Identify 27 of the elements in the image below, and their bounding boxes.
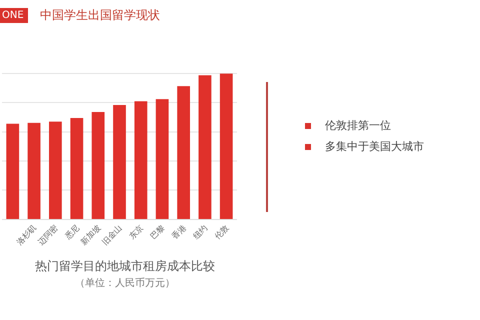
text: 多集中于美国大城市: [325, 139, 424, 154]
x-tick-label: 迈阿密: [36, 223, 60, 247]
text: 中国学生出国留学现状: [40, 7, 160, 24]
x-tick-label: 香港: [170, 223, 188, 242]
x-tick-label: 洛杉矶: [14, 223, 38, 247]
text: 热门留学目的地城市租房成本比较: [34, 258, 216, 275]
x-tick-label: 东京: [127, 223, 146, 242]
x-tick-label: 悉尼: [62, 223, 82, 242]
text: （单位：人民币万元）: [74, 276, 176, 290]
bar: [113, 105, 126, 219]
x-tick-label: 巴黎: [148, 223, 166, 242]
bar: [28, 122, 40, 219]
bar: [70, 118, 84, 219]
x-tick-label: 伦敦: [212, 223, 231, 242]
bar: [134, 101, 148, 219]
x-tick-label: 旧金山: [100, 223, 124, 247]
bar: [177, 86, 190, 219]
bar: [198, 75, 212, 219]
bar: [6, 124, 20, 219]
x-tick-label: 新加坡: [79, 223, 102, 247]
bar: [49, 122, 62, 219]
bar: [220, 74, 233, 219]
text: ONE: [0, 8, 28, 23]
text: 伦敦排第一位: [325, 118, 391, 133]
bar: [156, 99, 169, 219]
x-tick-label: 纽约: [192, 223, 210, 242]
bar: [92, 112, 105, 219]
